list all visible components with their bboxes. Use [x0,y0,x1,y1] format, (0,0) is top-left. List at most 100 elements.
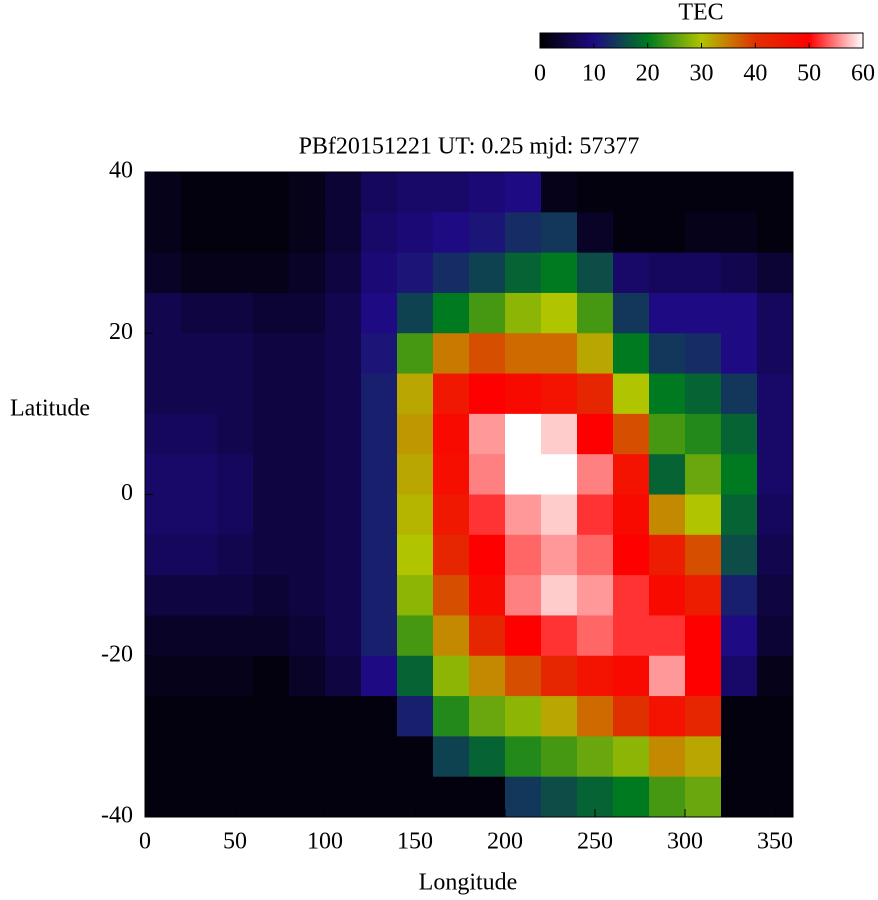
heat-cell [433,413,470,455]
heat-cell [253,615,290,657]
heat-cell [325,494,362,536]
heat-cell [361,373,398,415]
heat-cell [289,172,326,213]
heat-cell [577,292,614,334]
heat-cell [757,736,794,778]
heat-cell [217,736,254,778]
heat-cell [253,373,290,415]
heat-cell [397,292,434,334]
heat-cell [469,212,506,254]
heat-cell [613,534,650,576]
heat-cell [397,494,434,536]
heat-cell [649,172,686,213]
heat-cell [325,172,362,213]
colorbar-tick-label: 10 [582,61,606,87]
x-tick-label: 0 [139,829,151,855]
heat-cell [397,252,434,294]
heat-cell [541,333,578,375]
heat-cell [613,696,650,737]
heat-cell [649,454,686,495]
heat-cell [577,252,614,294]
heat-cell [253,494,290,536]
heat-cell [469,776,506,818]
heat-cell [505,333,542,375]
heat-cell [685,292,722,334]
heat-cell [433,575,470,616]
heat-cell [181,172,218,213]
heat-cell [541,494,578,536]
chart-title: PBf20151221 UT: 0.25 mjd: 57377 [299,134,640,160]
heat-cell [397,333,434,375]
heat-cell [505,413,542,455]
heat-cell [289,333,326,375]
heat-cell [217,696,254,737]
heat-cell [721,736,758,778]
heat-cell [721,696,758,737]
heat-cell [289,252,326,294]
heat-cell [721,212,758,254]
heat-cell [577,615,614,657]
heat-cell [577,333,614,375]
heat-cell [613,655,650,697]
heat-cell [325,373,362,415]
heat-cell [397,615,434,657]
heat-cell [541,655,578,697]
heat-cell [433,736,470,778]
heat-cell [145,575,182,616]
x-tick-label: 150 [397,829,433,855]
heat-cell [721,252,758,294]
heat-cell [253,413,290,455]
heat-cell [253,454,290,495]
heat-cell [649,615,686,657]
heat-cell [433,212,470,254]
heat-cell [721,534,758,576]
heat-cell [757,172,794,213]
heat-cell [145,373,182,415]
heat-cell [433,172,470,213]
heat-cell [325,454,362,495]
heat-cell [181,615,218,657]
heat-cell [361,212,398,254]
heat-cell [541,776,578,818]
heat-cell [685,413,722,455]
heat-cell [145,333,182,375]
heat-cell [685,172,722,213]
heat-cell [253,696,290,737]
heat-cell [181,696,218,737]
heat-cell [685,212,722,254]
heat-cell [541,534,578,576]
heat-cell [397,373,434,415]
heat-cell [145,494,182,536]
heat-cell [361,494,398,536]
heat-cell [145,696,182,737]
heat-cell [613,292,650,334]
heat-cell [757,655,794,697]
y-tick-label: -20 [101,641,133,667]
heat-cell [469,292,506,334]
heat-cell [613,575,650,616]
heat-cell [217,252,254,294]
heat-cell [685,776,722,818]
heat-cell [685,696,722,737]
x-tick-label: 350 [757,829,793,855]
heat-cell [325,655,362,697]
heat-cell [721,615,758,657]
heat-cell [361,534,398,576]
heat-cell [253,575,290,616]
x-axis-label: Longitude [419,870,518,896]
heat-cell [649,494,686,536]
heat-cell [757,494,794,536]
heat-cell [577,696,614,737]
heat-cell [469,373,506,415]
heat-cell [325,615,362,657]
heat-cell [577,736,614,778]
heat-cell [181,373,218,415]
heat-cell [685,575,722,616]
heat-cell [253,736,290,778]
heat-cell [217,494,254,536]
heat-cell [289,615,326,657]
heat-cell [685,736,722,778]
heat-cell [541,575,578,616]
heat-cell [397,575,434,616]
colorbar-tick-label: 20 [636,61,660,87]
